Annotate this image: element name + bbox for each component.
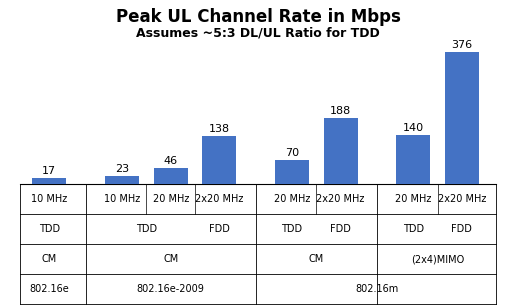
Text: TDD: TDD <box>136 224 157 234</box>
Bar <box>154 168 187 184</box>
Text: Peak UL Channel Rate in Mbps: Peak UL Channel Rate in Mbps <box>116 8 399 26</box>
Text: 10 MHz: 10 MHz <box>31 194 67 204</box>
Text: CM: CM <box>163 254 178 264</box>
Text: TDD: TDD <box>39 224 60 234</box>
Text: FDD: FDD <box>450 224 471 234</box>
Text: 10 MHz: 10 MHz <box>104 194 140 204</box>
Text: 802.16e: 802.16e <box>29 284 69 294</box>
Bar <box>32 178 66 184</box>
Text: 23: 23 <box>115 164 129 174</box>
Text: 46: 46 <box>163 156 177 166</box>
Text: FDD: FDD <box>329 224 350 234</box>
Text: 802.16e-2009: 802.16e-2009 <box>136 284 204 294</box>
Text: TDD: TDD <box>402 224 423 234</box>
Bar <box>275 160 309 184</box>
Text: 17: 17 <box>42 166 57 176</box>
Text: 802.16m: 802.16m <box>355 284 398 294</box>
Text: CM: CM <box>308 254 323 264</box>
Text: 2x20 MHz: 2x20 MHz <box>316 194 364 204</box>
Text: 188: 188 <box>329 106 350 116</box>
Text: 70: 70 <box>284 148 298 157</box>
Text: FDD: FDD <box>209 224 229 234</box>
Text: Assumes ~5:3 DL/UL Ratio for TDD: Assumes ~5:3 DL/UL Ratio for TDD <box>136 26 379 39</box>
Text: CM: CM <box>41 254 57 264</box>
Bar <box>202 136 236 184</box>
Text: 2x20 MHz: 2x20 MHz <box>194 194 243 204</box>
Text: 20 MHz: 20 MHz <box>152 194 188 204</box>
Text: 140: 140 <box>402 123 423 133</box>
Text: 138: 138 <box>208 124 229 134</box>
Text: TDD: TDD <box>281 224 302 234</box>
Text: 20 MHz: 20 MHz <box>273 194 310 204</box>
Text: (2x4)MIMO: (2x4)MIMO <box>410 254 464 264</box>
Text: 2x20 MHz: 2x20 MHz <box>437 194 485 204</box>
Bar <box>444 52 478 184</box>
Bar <box>105 176 139 184</box>
Text: 20 MHz: 20 MHz <box>394 194 431 204</box>
Bar <box>323 118 357 184</box>
Bar <box>395 135 430 184</box>
Text: 376: 376 <box>450 40 472 50</box>
